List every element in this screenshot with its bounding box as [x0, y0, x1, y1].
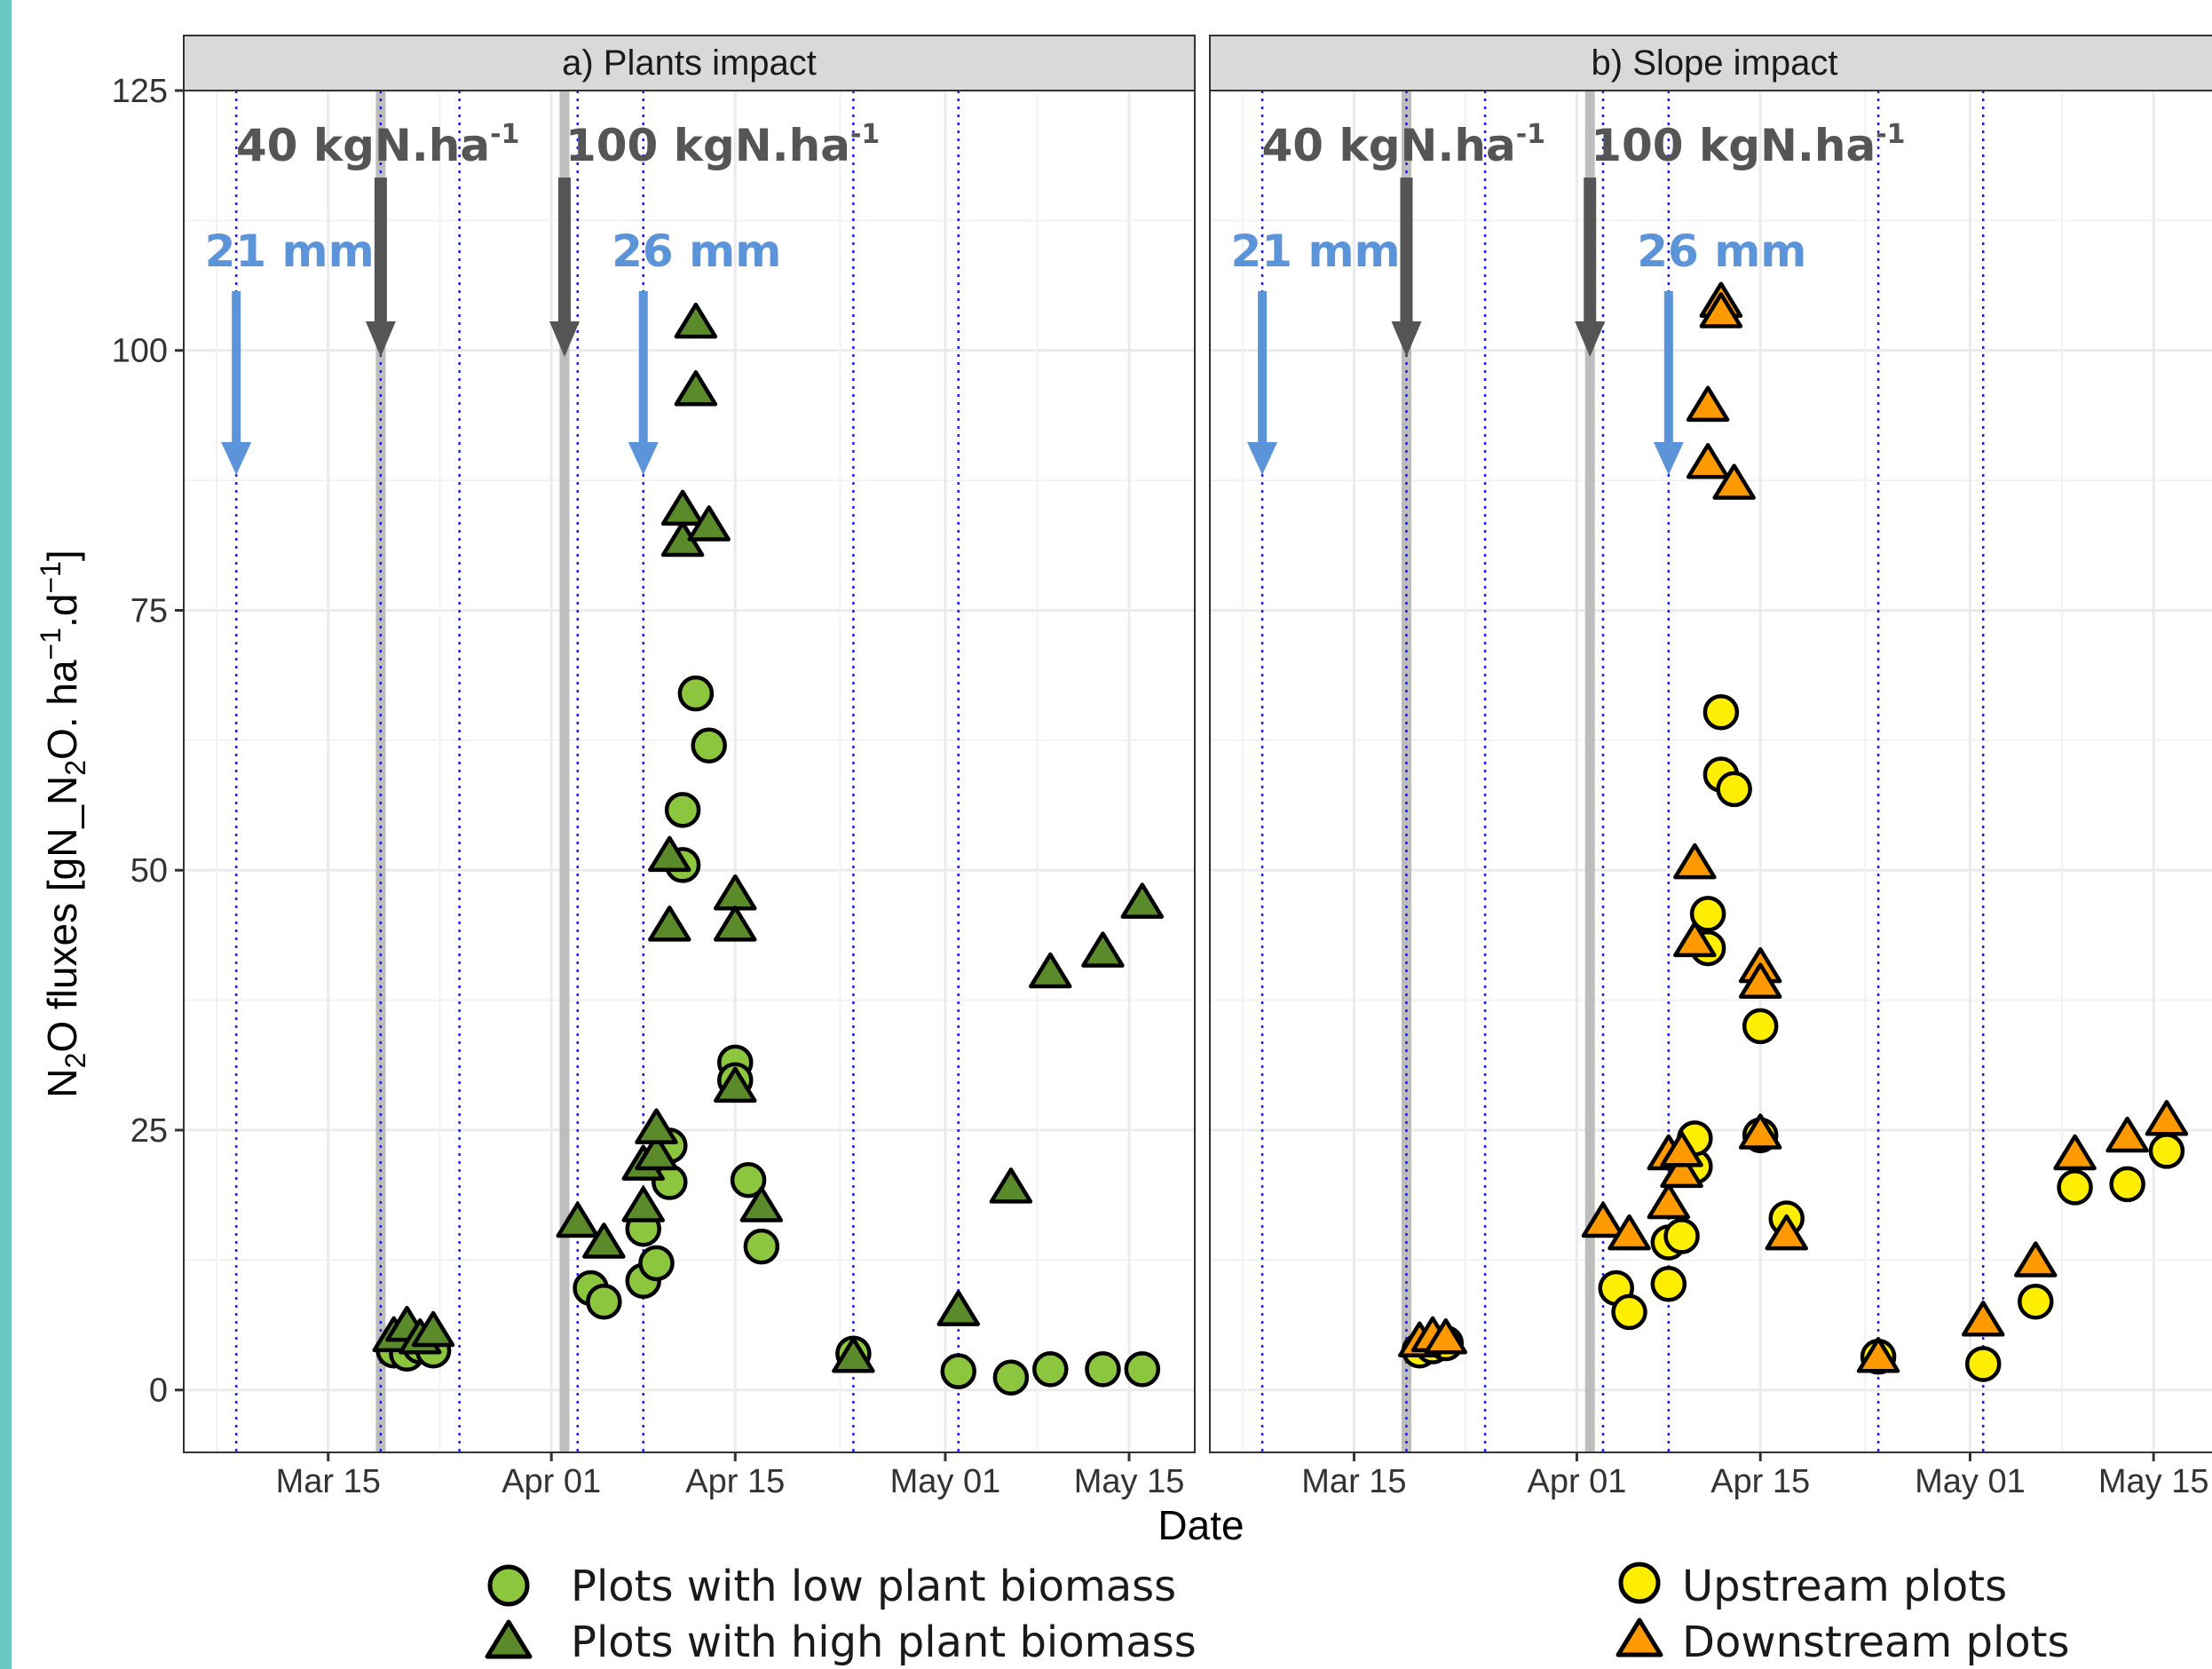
plot-area [184, 91, 1195, 1452]
y-tick-label: 0 [149, 1372, 168, 1410]
legend-low-biomass-marker [490, 1567, 527, 1604]
data-point-circle [667, 794, 699, 826]
x-tick-label: Apr 01 [1527, 1463, 1626, 1500]
x-axis-title: Date [1157, 1502, 1244, 1548]
data-point-circle [1666, 1220, 1698, 1252]
legend-downstream-label: Downstream plots [1682, 1618, 2069, 1667]
legend-low-biomass-label: Plots with low plant biomass [571, 1562, 1176, 1611]
data-point-circle [2151, 1135, 2183, 1167]
data-point-circle [995, 1362, 1027, 1394]
x-tick-label: May 15 [1074, 1463, 1185, 1500]
data-point-circle [1653, 1268, 1685, 1300]
data-point-circle [1034, 1353, 1066, 1385]
data-point-circle [746, 1230, 778, 1262]
legend-upstream-label: Upstream plots [1682, 1562, 2007, 1611]
legend-item-low-biomass: Plots with low plant biomass [490, 1562, 1176, 1611]
panels-layer: a) Plants impact 40 kgN.ha-1 100 kgN.ha-1 2… [112, 36, 2212, 1500]
data-point-circle [1614, 1296, 1646, 1328]
data-point-circle [588, 1285, 620, 1317]
x-tick-label: Apr 15 [685, 1463, 785, 1500]
data-point-circle [943, 1356, 975, 1388]
data-point-circle [1705, 696, 1737, 728]
x-tick-label: Mar 15 [276, 1463, 381, 1500]
data-point-circle [1967, 1348, 1999, 1380]
panel-a: a) Plants impact 40 kgN.ha-1 100 kgN.ha-1 2… [112, 36, 1195, 1500]
legend-upstream-marker [1621, 1564, 1658, 1602]
x-tick-label: Apr 15 [1710, 1463, 1810, 1500]
y-tick-label: 100 [112, 333, 168, 370]
panel-title: b) Slope impact [1592, 44, 1838, 83]
y-tick-label: 75 [130, 592, 168, 629]
data-point-circle [641, 1247, 673, 1279]
x-tick-label: May 01 [1915, 1463, 2026, 1500]
x-tick-label: May 01 [890, 1463, 1001, 1500]
data-point-circle [1718, 773, 1750, 805]
legend: Plots with low plant biomass Plots with … [487, 1562, 2069, 1667]
data-point-circle [2112, 1168, 2144, 1200]
data-point-circle [680, 677, 712, 709]
data-point-circle [693, 730, 725, 762]
legend-downstream-marker [1618, 1620, 1661, 1655]
rain-label: 26 mm [612, 225, 781, 277]
x-tick-label: Apr 01 [502, 1463, 601, 1500]
data-point-circle [1126, 1353, 1158, 1385]
rain-label: 21 mm [205, 225, 375, 277]
data-point-circle [2019, 1285, 2051, 1317]
data-point-circle [2059, 1171, 2091, 1203]
x-tick-label: Mar 15 [1301, 1463, 1406, 1500]
fertilization-label: 40 kgN.ha-1 [1261, 119, 1545, 171]
legend-item-downstream: Downstream plots [1618, 1618, 2069, 1667]
fertilization-label: 100 kgN.ha-1 [565, 119, 880, 171]
x-tick-label: May 15 [2098, 1463, 2209, 1500]
panel-title: a) Plants impact [562, 44, 817, 83]
y-tick-label: 50 [130, 852, 168, 890]
panel-b: b) Slope impact 40 kgN.ha-1 100 kgN.ha-1 21… [1210, 36, 2212, 1500]
data-point-circle [1744, 1010, 1776, 1042]
y-axis-title: N2O fluxes [gN_N2O. ha−1.d−1] [35, 550, 91, 1097]
legend-item-high-biomass: Plots with high plant biomass [487, 1618, 1197, 1667]
fertilization-label: 100 kgN.ha-1 [1591, 119, 1905, 171]
data-point-circle [1086, 1353, 1118, 1385]
legend-high-biomass-label: Plots with high plant biomass [571, 1618, 1197, 1667]
rain-label: 26 mm [1637, 225, 1806, 277]
y-tick-label: 25 [130, 1112, 168, 1150]
legend-item-upstream: Upstream plots [1621, 1562, 2007, 1611]
fertilization-label: 40 kgN.ha-1 [236, 119, 520, 171]
y-tick-label: 125 [112, 73, 168, 110]
legend-high-biomass-marker [487, 1622, 530, 1657]
rain-label: 21 mm [1230, 225, 1400, 277]
